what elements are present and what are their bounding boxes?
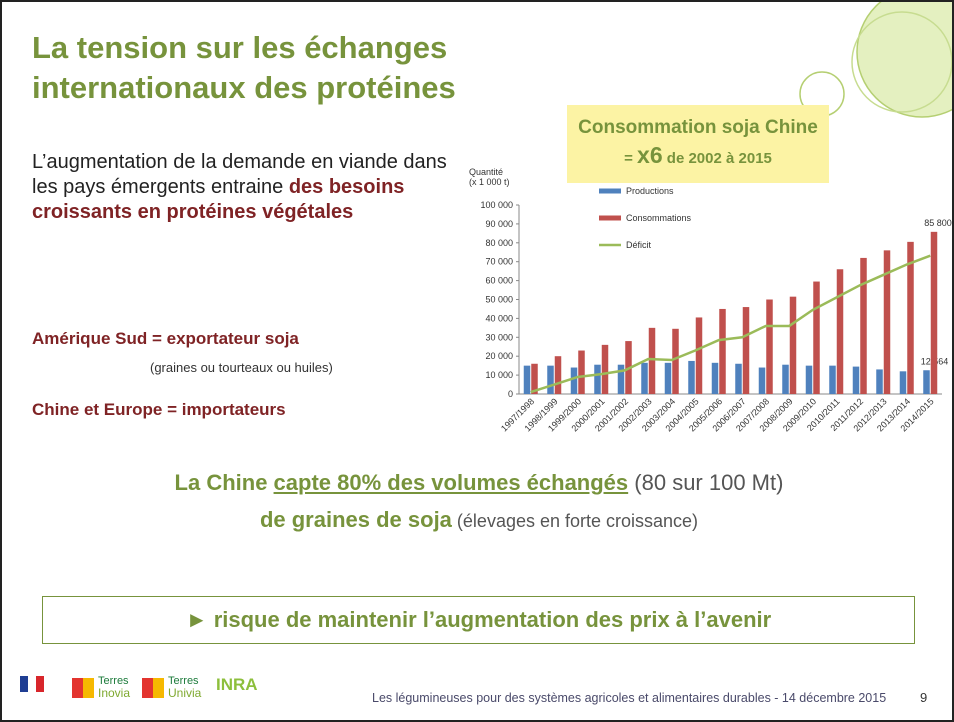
bar (688, 361, 695, 394)
bar (931, 232, 938, 394)
y-tick-label: 0 (508, 389, 513, 399)
bar (790, 297, 797, 394)
conclusion-box: ► risque de maintenir l’augmentation des… (42, 596, 915, 644)
highlight-underlined: capte 80% des volumes échangés (274, 470, 629, 495)
y-tick-label: 30 000 (485, 332, 513, 342)
flag-logo (20, 676, 44, 692)
logo-text: Univia (168, 687, 201, 699)
legend-swatch (599, 189, 621, 194)
legend-label: Déficit (626, 240, 652, 250)
point-note: (graines ou tourteaux ou huiles) (150, 360, 333, 375)
bar (759, 368, 766, 394)
bar (602, 345, 609, 394)
bar (719, 309, 726, 394)
highlight-line: La Chine capte 80% des volumes échangés … (2, 470, 954, 496)
y-tick-label: 40 000 (485, 313, 513, 323)
bar (547, 366, 554, 394)
bar (578, 351, 585, 394)
y-tick-label: 50 000 (485, 295, 513, 305)
legend-label: Consommations (626, 213, 692, 223)
bar (524, 366, 531, 394)
callout-line: = x6 de 2002 à 2015 (567, 142, 829, 169)
bar (900, 371, 907, 394)
footer-text: Les légumineuses pour des systèmes agric… (372, 691, 886, 705)
y-axis-label: Quantité (469, 167, 503, 177)
bar (712, 363, 719, 394)
callout-prefix: = (624, 150, 637, 167)
slide-title: La tension sur les échanges internationa… (32, 28, 572, 108)
y-axis-label: (x 1 000 t) (469, 177, 510, 187)
logo-mark (72, 678, 94, 698)
highlight-note: (élevages en forte croissance) (452, 511, 698, 531)
bar (813, 282, 820, 394)
bar (829, 366, 836, 394)
intro: L’augmentation de la demande en viande d… (32, 150, 472, 225)
y-tick-label: 10 000 (485, 370, 513, 380)
callout-line: Consommation soja Chine (567, 117, 829, 139)
chart: Quantité(x 1 000 t) 0 10 000 20 000 30 000 40… (467, 167, 952, 442)
bar (696, 317, 703, 394)
point: Amérique Sud = exportateur soja (32, 329, 299, 349)
y-tick-label: 70 000 (485, 257, 513, 267)
y-tick-label: 60 000 (485, 276, 513, 286)
page-number: 9 (920, 690, 927, 705)
y-tick-label: 100 000 (480, 200, 513, 210)
callout-emphasis: x6 (637, 142, 663, 168)
bar (782, 365, 789, 394)
bar (876, 369, 883, 394)
highlight-text: La Chine (175, 470, 274, 495)
bar (649, 328, 656, 394)
callout-suffix: de 2002 à 2015 (663, 150, 772, 167)
slide: La tension sur les échanges internationa… (0, 0, 954, 722)
logo-text: Inovia (98, 687, 130, 699)
legend-swatch (599, 216, 621, 221)
logo: INRA (216, 675, 258, 695)
bar (766, 300, 773, 395)
bar (555, 356, 562, 394)
point: Chine et Europe = importateurs (32, 400, 286, 420)
bar (853, 367, 860, 394)
data-label: 85 800 (924, 218, 952, 228)
highlight-note: (80 sur 100 Mt) (628, 470, 783, 495)
bar (594, 365, 601, 394)
bar (837, 269, 844, 394)
bar (806, 366, 813, 394)
bar (923, 370, 930, 394)
y-tick-label: 80 000 (485, 238, 513, 248)
bar (641, 363, 648, 394)
bar (743, 307, 750, 394)
bar (571, 368, 578, 394)
logo-mark (142, 678, 164, 698)
y-tick-label: 20 000 (485, 351, 513, 361)
bar (665, 363, 672, 394)
bar (618, 365, 625, 394)
highlight-line: de graines de soja (élevages en forte cr… (2, 507, 954, 533)
bar (672, 329, 679, 394)
y-tick-label: 90 000 (485, 219, 513, 229)
legend-label: Productions (626, 186, 674, 196)
bar (735, 364, 742, 394)
bar (860, 258, 867, 394)
highlight-bold: de graines de soja (260, 507, 452, 532)
line (531, 256, 931, 392)
